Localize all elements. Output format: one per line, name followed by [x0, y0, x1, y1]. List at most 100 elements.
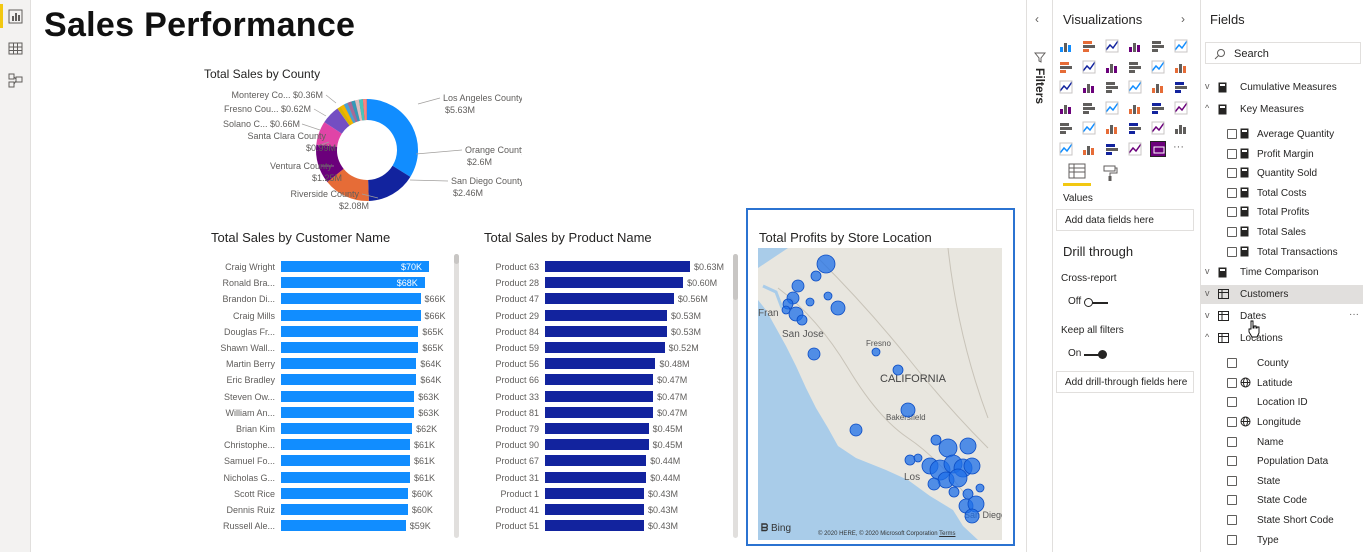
customer-bar[interactable] — [281, 439, 410, 451]
field-checkbox[interactable] — [1227, 534, 1237, 545]
collapse-viz-chevron-icon[interactable]: ‹ — [1035, 12, 1039, 26]
field-item-total-costs[interactable]: Total Costs — [1201, 184, 1363, 203]
visual-type-icon-1-1[interactable] — [1081, 59, 1097, 75]
product-bar[interactable] — [545, 325, 667, 337]
field-item-longitude[interactable]: Longitude — [1201, 413, 1363, 432]
visual-type-icon-4-3[interactable] — [1127, 120, 1143, 136]
product-bar[interactable] — [545, 406, 654, 418]
donut-slice-5[interactable] — [324, 108, 350, 134]
visual-type-icon-5-0[interactable] — [1058, 141, 1074, 157]
product-bar[interactable] — [545, 504, 644, 515]
customer-bar[interactable] — [281, 358, 417, 370]
chevron-up-icon[interactable]: ^ — [1205, 332, 1210, 343]
field-checkbox[interactable] — [1227, 436, 1237, 447]
visual-type-icon-2-5[interactable] — [1173, 79, 1189, 95]
visual-type-icon-3-5[interactable] — [1173, 100, 1189, 116]
product-bar[interactable] — [545, 423, 649, 434]
report-view-icon[interactable] — [0, 4, 24, 28]
visual-type-icon-1-5[interactable] — [1173, 59, 1189, 75]
visual-type-icon-5-4[interactable] — [1150, 140, 1166, 157]
model-view-icon[interactable] — [7, 72, 24, 89]
customer-bar[interactable] — [281, 471, 410, 483]
filters-label[interactable]: Filters — [1033, 68, 1047, 105]
visual-type-icon-5-3[interactable] — [1127, 141, 1143, 157]
drill-through-drop-well[interactable]: Add drill-through fields here — [1056, 371, 1194, 393]
keep-filters-toggle[interactable]: On — [1068, 348, 1107, 359]
visual-type-icon-5-1[interactable] — [1081, 141, 1097, 157]
field-item-quantity-sold[interactable]: Quantity Sold — [1201, 164, 1363, 183]
visual-type-icon-3-1[interactable] — [1081, 100, 1097, 116]
customer-bar[interactable] — [281, 325, 419, 337]
product-bar[interactable] — [545, 455, 647, 467]
product-bar[interactable] — [545, 520, 644, 532]
map-area[interactable]: Fran San Jose Fresno CALIFORNIA Bakersfi… — [758, 248, 1002, 540]
visual-type-icon-5-2[interactable] — [1104, 141, 1120, 157]
visual-type-icon-4-5[interactable] — [1173, 120, 1189, 136]
more-options-icon[interactable]: ··· — [1349, 309, 1359, 321]
donut-slice-2[interactable] — [327, 168, 369, 201]
chevron-down-icon[interactable]: v — [1205, 310, 1210, 321]
field-table-dates[interactable]: v Dates ··· — [1201, 307, 1363, 326]
field-table-locations[interactable]: ^ Locations — [1201, 329, 1363, 348]
map-visual[interactable]: Total Profits by Store Location Fran San… — [746, 208, 1015, 546]
visual-type-icon-4-4[interactable] — [1150, 120, 1166, 136]
field-item-county[interactable]: County — [1201, 354, 1363, 373]
customer-bar[interactable] — [281, 520, 406, 532]
visual-type-icon-0-0[interactable] — [1058, 38, 1074, 54]
filters-pane-collapsed[interactable]: ‹ Filters — [1026, 0, 1053, 552]
product-bar[interactable] — [545, 277, 684, 289]
field-item-name[interactable]: Name — [1201, 433, 1363, 452]
chevron-down-icon[interactable]: v — [1205, 288, 1210, 299]
visual-type-icon-0-4[interactable] — [1150, 38, 1166, 54]
product-chart-title[interactable]: Total Sales by Product Name — [484, 230, 652, 245]
map-terms-link[interactable]: Terms — [939, 531, 956, 537]
field-item-population-data[interactable]: Population Data — [1201, 452, 1363, 471]
field-checkbox[interactable] — [1227, 129, 1237, 139]
donut-chart[interactable]: Los Angeles County $5.63M Orange County $2.… — [202, 84, 522, 214]
customer-bar[interactable] — [281, 504, 408, 515]
product-bar[interactable] — [545, 374, 654, 386]
field-checkbox[interactable] — [1227, 227, 1237, 237]
field-item-average-quantity[interactable]: Average Quantity — [1201, 125, 1363, 144]
field-item-total-profits[interactable]: Total Profits — [1201, 203, 1363, 222]
field-checkbox[interactable] — [1227, 148, 1237, 159]
product-bar[interactable] — [545, 471, 647, 483]
visual-type-icon-0-1[interactable] — [1081, 38, 1097, 54]
field-checkbox[interactable] — [1227, 377, 1237, 388]
field-item-total-sales[interactable]: Total Sales — [1201, 223, 1363, 242]
field-item-type[interactable]: Type — [1201, 531, 1363, 550]
visual-type-icon-4-1[interactable] — [1081, 120, 1097, 136]
donut-slice-3[interactable] — [316, 144, 344, 183]
product-bar[interactable] — [545, 439, 649, 451]
field-table-cumulative-measures[interactable]: v Cumulative Measures — [1201, 78, 1363, 97]
field-item-latitude[interactable]: Latitude — [1201, 374, 1363, 393]
visual-type-icon-3-3[interactable] — [1127, 100, 1143, 116]
donut-chart-title[interactable]: Total Sales by County — [204, 67, 321, 81]
field-item-location-id[interactable]: Location ID — [1201, 393, 1363, 412]
donut-minor-slice-5[interactable] — [358, 99, 365, 121]
field-checkbox[interactable] — [1227, 475, 1237, 486]
field-table-key-measures[interactable]: ^ Key Measures — [1201, 100, 1363, 119]
customer-chart-scrollbar[interactable] — [454, 254, 459, 538]
product-bar[interactable] — [545, 342, 665, 353]
visual-type-icon-2-1[interactable] — [1081, 79, 1097, 95]
customer-bar[interactable] — [281, 277, 425, 289]
customer-bar[interactable] — [281, 406, 415, 418]
donut-minor-slice-2[interactable] — [347, 101, 358, 123]
field-item-state[interactable]: State — [1201, 472, 1363, 491]
data-view-icon[interactable] — [7, 40, 24, 57]
product-chart-scrollbar[interactable] — [733, 254, 738, 538]
customer-bar[interactable] — [281, 342, 419, 353]
visual-type-icon-4-0[interactable] — [1058, 120, 1074, 136]
donut-minor-slice-6[interactable] — [362, 99, 367, 121]
field-checkbox[interactable] — [1227, 168, 1237, 179]
chevron-down-icon[interactable]: v — [1205, 266, 1210, 277]
field-item-state-short-code[interactable]: State Short Code — [1201, 511, 1363, 530]
visual-type-icon-2-3[interactable] — [1127, 79, 1143, 95]
visual-type-icon-0-3[interactable] — [1127, 38, 1143, 54]
field-checkbox[interactable] — [1227, 397, 1237, 408]
donut-minor-slice-1[interactable] — [343, 102, 356, 124]
visual-type-icon-0-5[interactable] — [1173, 38, 1189, 54]
customer-bar[interactable] — [281, 261, 429, 272]
visual-type-icon-3-2[interactable] — [1104, 100, 1120, 116]
